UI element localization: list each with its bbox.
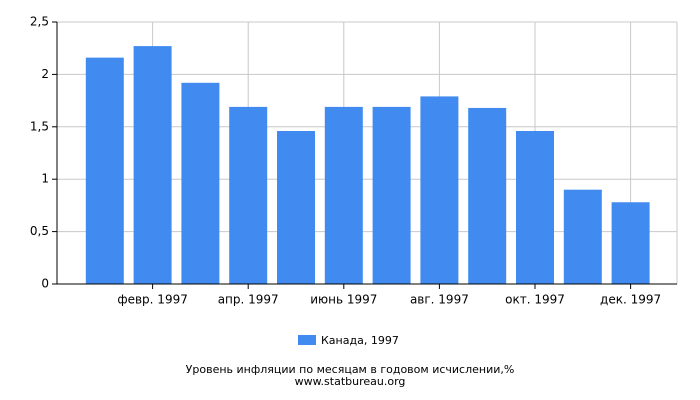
bar: [563, 189, 602, 284]
y-tick-label: 0,5: [30, 224, 49, 238]
bar: [181, 82, 220, 284]
x-tick-label: июнь 1997: [310, 293, 377, 307]
bar: [516, 130, 554, 284]
x-tick-label: февр. 1997: [117, 293, 188, 307]
bar: [277, 130, 315, 284]
legend-swatch: [298, 335, 316, 345]
caption: Уровень инфляции по месяцам в годовом ис…: [186, 363, 515, 376]
y-tick-label: 0: [41, 277, 49, 291]
x-tick-label: авг. 1997: [410, 293, 469, 307]
y-tick-label: 2: [41, 67, 49, 81]
x-tick-label: окт. 1997: [505, 293, 565, 307]
bar: [468, 107, 507, 284]
x-tick-label: дек. 1997: [600, 293, 661, 307]
y-tick-label: 1: [41, 172, 49, 186]
bar: [324, 106, 363, 284]
y-tick-label: 2,5: [30, 15, 49, 29]
bar: [611, 202, 650, 284]
bar: [372, 106, 411, 284]
bar: [420, 96, 459, 285]
source: www.statbureau.org: [295, 375, 406, 388]
bar: [133, 46, 172, 284]
x-tick-label: апр. 1997: [218, 293, 279, 307]
bar: [229, 106, 268, 284]
y-tick-label: 1,5: [30, 119, 49, 133]
bar: [85, 57, 124, 284]
legend-label: Канада, 1997: [321, 334, 399, 347]
